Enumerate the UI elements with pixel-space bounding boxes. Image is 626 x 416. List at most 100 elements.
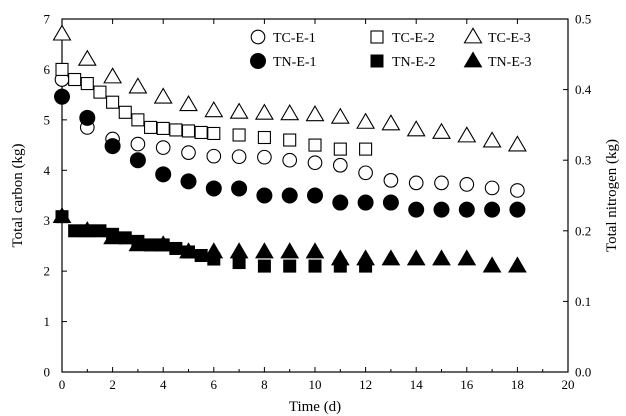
data-point bbox=[229, 102, 249, 119]
data-point bbox=[432, 122, 451, 139]
y2-axis-title: Total nitrogen (kg) bbox=[604, 139, 620, 252]
data-point bbox=[280, 104, 300, 121]
data-point bbox=[509, 201, 526, 218]
data-point bbox=[80, 76, 94, 91]
data-point bbox=[205, 180, 222, 197]
data-point bbox=[128, 77, 148, 94]
legend-item: TC-E-2 bbox=[370, 30, 435, 46]
data-point bbox=[457, 126, 477, 143]
data-point bbox=[406, 120, 426, 137]
legend-marker bbox=[250, 29, 266, 45]
data-point bbox=[155, 140, 171, 155]
series-tn-e-3 bbox=[52, 207, 527, 273]
data-point bbox=[131, 113, 145, 127]
data-point bbox=[382, 194, 399, 211]
data-point bbox=[280, 242, 300, 259]
data-point bbox=[194, 125, 208, 140]
data-point bbox=[333, 142, 347, 156]
x-tick-label: 6 bbox=[211, 377, 218, 392]
data-point bbox=[433, 201, 450, 218]
data-point bbox=[356, 112, 376, 129]
data-point bbox=[104, 138, 121, 155]
data-point bbox=[254, 103, 274, 120]
data-point bbox=[283, 133, 297, 147]
y-tick-label: 7 bbox=[44, 12, 51, 27]
data-point bbox=[207, 126, 221, 141]
y-tick-label: 3 bbox=[44, 213, 51, 228]
x-tick-label: 12 bbox=[359, 377, 372, 392]
series-tn-e-2 bbox=[55, 210, 373, 273]
data-point bbox=[255, 242, 274, 259]
legend-label: TC-E-1 bbox=[273, 31, 316, 46]
legend-label: TC-E-3 bbox=[488, 31, 531, 46]
data-point bbox=[383, 173, 399, 188]
data-point bbox=[408, 201, 425, 218]
data-point bbox=[55, 62, 69, 76]
data-point bbox=[305, 105, 325, 122]
y2-tick-label: 0.2 bbox=[575, 223, 591, 238]
y2-tick-label: 0.3 bbox=[575, 153, 591, 168]
data-point bbox=[307, 155, 323, 171]
data-point bbox=[281, 187, 298, 204]
data-point bbox=[484, 201, 501, 218]
data-point bbox=[118, 231, 132, 245]
data-point bbox=[484, 180, 500, 196]
legend-label: TN-E-2 bbox=[392, 55, 436, 70]
data-point bbox=[52, 24, 72, 41]
x-tick-label: 2 bbox=[109, 377, 116, 392]
legend-item: TN-E-2 bbox=[370, 54, 436, 70]
data-point bbox=[359, 142, 373, 156]
data-point bbox=[308, 259, 322, 273]
data-point bbox=[129, 152, 146, 169]
data-point bbox=[103, 228, 122, 245]
legend-marker bbox=[250, 53, 266, 69]
data-point bbox=[256, 187, 273, 204]
data-point bbox=[406, 249, 426, 266]
legend-label: TN-E-1 bbox=[273, 55, 317, 70]
data-point bbox=[204, 101, 224, 118]
data-point bbox=[106, 95, 120, 109]
x-tick-label: 14 bbox=[410, 377, 424, 392]
y-tick-label: 2 bbox=[44, 264, 51, 279]
data-point bbox=[282, 152, 298, 168]
y-tick-label: 4 bbox=[44, 163, 51, 178]
data-point bbox=[381, 249, 401, 266]
x-tick-label: 0 bbox=[59, 377, 66, 392]
data-point bbox=[77, 221, 97, 238]
y-axis-title: Total carbon (kg) bbox=[10, 144, 26, 248]
legend-item: TC-E-3 bbox=[463, 27, 531, 46]
data-point bbox=[68, 72, 82, 87]
y-tick-label: 1 bbox=[44, 314, 51, 329]
data-point bbox=[507, 135, 527, 152]
series-tc-e-2 bbox=[55, 62, 373, 156]
data-point bbox=[408, 175, 424, 191]
data-point bbox=[257, 259, 271, 273]
x-tick-label: 18 bbox=[511, 377, 524, 392]
data-point bbox=[181, 124, 196, 138]
data-point bbox=[305, 242, 325, 259]
data-point bbox=[357, 194, 374, 211]
data-point bbox=[54, 88, 70, 105]
data-point bbox=[179, 94, 198, 112]
legend-label: TN-E-3 bbox=[488, 55, 532, 70]
data-point bbox=[510, 183, 525, 198]
legend-label: TC-E-2 bbox=[392, 31, 435, 46]
data-point bbox=[381, 114, 401, 131]
legend: TC-E-1 TC-E-2 TC-E-3 TN-E-1 TN-E-2 TN-E-3 bbox=[250, 27, 532, 70]
data-point bbox=[231, 180, 248, 197]
x-tick-label: 4 bbox=[160, 377, 167, 392]
data-point bbox=[179, 242, 198, 259]
tick-labels: 0 2 4 6 8 10 12 14 16 18 20012345670.00.10.20.30.4… bbox=[44, 12, 592, 393]
series-tc-e-3 bbox=[52, 24, 527, 152]
data-point bbox=[308, 138, 322, 152]
legend-marker bbox=[463, 27, 483, 44]
data-point bbox=[128, 235, 148, 252]
data-point bbox=[356, 249, 375, 266]
y2-tick-label: 0.4 bbox=[575, 82, 592, 97]
data-point bbox=[130, 136, 146, 152]
y-tick-label: 6 bbox=[44, 62, 51, 77]
data-point bbox=[330, 107, 350, 124]
x-axis-title: Time (d) bbox=[289, 399, 341, 415]
data-point bbox=[156, 121, 170, 135]
